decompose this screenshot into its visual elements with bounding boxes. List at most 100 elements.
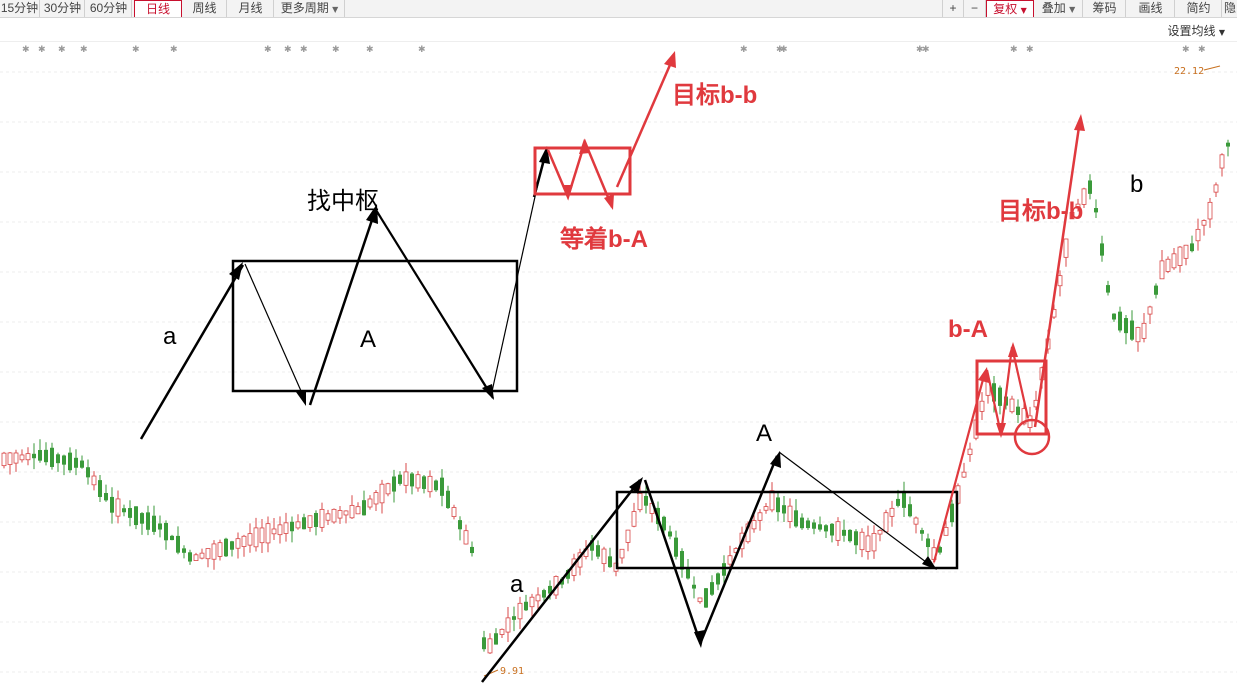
candle	[487, 633, 493, 654]
candle	[176, 526, 180, 555]
candle-body	[50, 447, 54, 467]
candle	[440, 469, 444, 507]
candle-body	[217, 542, 223, 557]
chips-button[interactable]: 筹码	[1084, 0, 1126, 17]
candle-body	[961, 471, 967, 478]
zoom-out-button[interactable]: −	[964, 0, 986, 17]
candle	[787, 498, 793, 529]
candle-body	[134, 506, 138, 526]
candle-body	[926, 538, 930, 548]
candle	[577, 548, 583, 576]
candle	[164, 520, 168, 550]
draw-line-button[interactable]: 画线	[1127, 0, 1175, 17]
candle-body	[265, 523, 271, 544]
waiting-bA-label: 等着b-A	[560, 225, 648, 253]
candle-body	[1118, 311, 1122, 331]
tab-15min[interactable]: 15分钟	[0, 0, 40, 17]
candle-body	[751, 520, 757, 530]
candle-body	[337, 510, 343, 519]
candle	[415, 470, 421, 492]
candle-body	[697, 597, 703, 603]
candle-body	[920, 530, 924, 534]
tab-more-periods[interactable]: 更多周期 ▼	[275, 0, 345, 17]
candle	[7, 452, 13, 475]
candle-body	[524, 601, 528, 611]
candle	[277, 516, 283, 544]
hide-button[interactable]: 隐	[1223, 1, 1236, 15]
candle-body	[1130, 320, 1134, 340]
candle-body	[128, 508, 132, 518]
entry-circle	[1013, 418, 1051, 456]
candle-body	[631, 511, 637, 527]
candle-body	[1190, 243, 1194, 252]
candle-body	[854, 531, 858, 546]
candle	[1016, 399, 1020, 423]
tab-weekly[interactable]: 周线	[183, 0, 227, 17]
candle-body	[769, 490, 775, 511]
candle	[763, 503, 769, 514]
adjust-button[interactable]: 复权 ▼	[986, 0, 1034, 17]
candle-body	[74, 457, 78, 468]
candle	[644, 485, 648, 514]
candle	[1009, 395, 1015, 414]
tab-30min[interactable]: 30分钟	[41, 0, 85, 17]
candle	[902, 481, 906, 517]
candle-body	[830, 523, 834, 536]
candle	[217, 539, 223, 561]
candle-body	[68, 452, 72, 471]
candle	[307, 515, 313, 532]
candle	[1057, 270, 1063, 297]
candle-body	[517, 602, 523, 620]
event-marker-icon: ✱	[1182, 45, 1190, 55]
candle-body	[674, 537, 678, 557]
candle	[1171, 247, 1177, 270]
candle	[247, 523, 253, 553]
candle	[470, 541, 474, 557]
candle	[854, 529, 858, 555]
candle-body	[535, 594, 541, 602]
candle	[590, 535, 594, 561]
candle-body	[379, 483, 385, 504]
left-A-label: A	[360, 326, 376, 353]
candle-body	[596, 545, 600, 557]
simple-mode-button[interactable]: 简约	[1176, 0, 1222, 17]
candle-body	[668, 531, 672, 537]
tab-daily[interactable]: 日线	[134, 0, 182, 17]
candle	[535, 587, 541, 609]
candle-body	[1177, 246, 1183, 266]
candle-body	[115, 498, 121, 517]
candle-body	[824, 525, 828, 532]
candle	[871, 525, 877, 559]
tab-60min[interactable]: 60分钟	[86, 0, 132, 17]
ma-setting-dropdown[interactable]: 设置均线 ▼	[1167, 22, 1225, 39]
candle-body	[835, 521, 841, 541]
zoom-in-button[interactable]: +	[942, 0, 964, 17]
candle-body	[812, 522, 816, 529]
candle	[50, 442, 54, 470]
tab-monthly[interactable]: 月线	[228, 0, 274, 17]
caret-down-icon: ▼	[1069, 5, 1076, 14]
candle-body	[806, 520, 810, 529]
candle-body	[403, 471, 409, 486]
candle	[385, 482, 391, 497]
candle-body	[427, 475, 433, 493]
candle	[1207, 198, 1213, 228]
tab-more-periods-label: 更多周期	[280, 1, 329, 15]
candle	[1177, 246, 1183, 273]
candle	[1100, 235, 1104, 262]
candle	[883, 509, 889, 533]
candle-body	[463, 530, 469, 545]
candle	[115, 490, 121, 524]
candle	[769, 482, 775, 513]
candle-body	[865, 535, 871, 552]
event-marker-icon: ✱	[22, 45, 30, 55]
overlay-button[interactable]: 叠加 ▼	[1035, 0, 1083, 17]
candle	[355, 502, 361, 515]
candle	[427, 470, 433, 498]
candle-body	[283, 522, 289, 534]
candle	[686, 559, 690, 580]
candle-body	[842, 529, 846, 536]
candle	[188, 549, 192, 565]
candle	[926, 533, 930, 558]
candle	[692, 576, 696, 599]
